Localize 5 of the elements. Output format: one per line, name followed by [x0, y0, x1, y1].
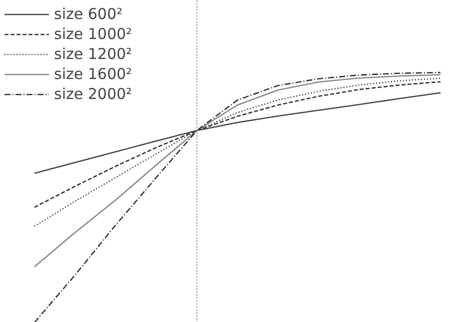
legend-label: size 2000² [54, 85, 132, 103]
legend-label: size 1600² [54, 65, 132, 83]
legend-label: size 600² [54, 5, 122, 23]
legend-label: size 1000² [54, 25, 132, 43]
legend-label: size 1200² [54, 45, 132, 63]
